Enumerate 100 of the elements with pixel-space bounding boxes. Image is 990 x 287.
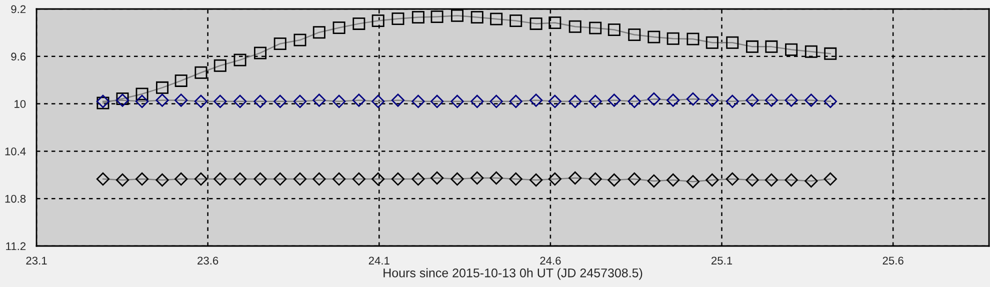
point: [764, 94, 778, 107]
point: [254, 46, 266, 60]
point: [608, 94, 621, 107]
x-tick-label: 25.1: [712, 256, 732, 265]
point: [470, 171, 484, 185]
point: [135, 172, 149, 186]
point: [765, 40, 778, 53]
point: [135, 94, 149, 108]
point: [804, 174, 818, 188]
point: [686, 175, 700, 188]
point: [726, 94, 739, 108]
point: [548, 94, 562, 108]
point: [746, 173, 759, 187]
point: [174, 172, 188, 186]
point: [784, 173, 798, 187]
point: [430, 94, 444, 108]
point: [628, 28, 641, 41]
point: [450, 94, 464, 108]
point: [274, 94, 287, 108]
point: [450, 172, 464, 186]
point: [726, 172, 739, 186]
point: [293, 172, 307, 186]
point: [589, 22, 602, 34]
point: [529, 173, 543, 187]
point: [293, 94, 307, 108]
point: [647, 92, 661, 106]
point: [254, 94, 267, 108]
point: [214, 172, 227, 186]
point: [568, 20, 582, 33]
point: [156, 173, 169, 187]
point: [824, 47, 837, 60]
point: [764, 173, 778, 187]
point: [412, 172, 425, 186]
y-tick-label: 10.4: [5, 147, 26, 156]
point: [706, 173, 719, 187]
point: [430, 10, 444, 23]
point: [746, 94, 759, 107]
point: [785, 43, 798, 56]
point: [686, 92, 700, 106]
x-tick-label: 23.1: [26, 256, 47, 265]
point: [509, 94, 522, 108]
point: [372, 172, 385, 186]
point: [332, 94, 346, 108]
point: [548, 172, 562, 186]
point: [470, 11, 484, 24]
point: [352, 17, 366, 30]
point: [174, 94, 188, 107]
point: [628, 94, 641, 108]
point: [588, 172, 602, 186]
point: [136, 88, 148, 100]
point: [372, 14, 384, 27]
point: [254, 172, 267, 186]
point: [666, 94, 680, 107]
point: [529, 94, 543, 107]
point: [530, 17, 542, 30]
point: [451, 9, 464, 22]
point: [706, 36, 718, 49]
point: [116, 173, 130, 187]
point: [628, 172, 641, 186]
point: [194, 94, 208, 108]
point: [510, 14, 522, 27]
point: [666, 173, 680, 187]
point: [804, 45, 818, 58]
point: [194, 172, 208, 186]
point: [430, 171, 444, 185]
point: [824, 94, 837, 108]
point: [648, 30, 660, 44]
point: [96, 172, 110, 186]
x-tick-label: 24.1: [368, 256, 390, 264]
point: [312, 94, 326, 107]
point: [352, 172, 366, 186]
point: [391, 94, 405, 107]
y-tick-label: 10.8: [5, 194, 26, 203]
point: [312, 172, 326, 186]
point: [548, 16, 562, 29]
x-tick-label: 24.6: [540, 256, 561, 265]
point: [666, 32, 680, 45]
point: [156, 81, 168, 94]
point: [647, 174, 661, 188]
point: [608, 173, 621, 187]
point: [470, 94, 484, 108]
point: [686, 32, 700, 46]
point: [332, 172, 346, 186]
point: [490, 12, 503, 26]
point: [352, 94, 366, 107]
point: [194, 66, 208, 79]
point: [274, 37, 286, 50]
x-tick-label: 23.6: [198, 256, 218, 265]
y-tick-label: 9.6: [11, 52, 26, 61]
point: [391, 172, 405, 186]
point: [332, 21, 346, 34]
point: [214, 59, 226, 72]
point: [412, 94, 425, 108]
point: [233, 172, 247, 186]
point: [312, 26, 326, 39]
point: [588, 94, 602, 108]
x-tick-label: 25.6: [882, 256, 904, 265]
point: [274, 172, 287, 186]
point: [156, 94, 169, 107]
x-axis-title: Hours since 2015-10-13 0h UT (JD 2457308.5): [384, 268, 642, 280]
